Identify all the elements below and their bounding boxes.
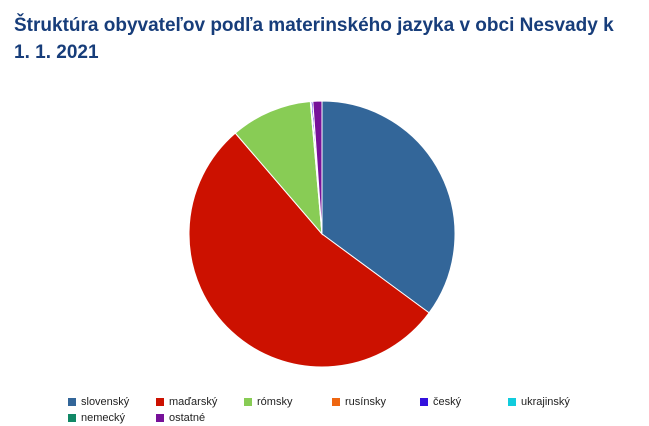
pie-slice: [312, 100, 323, 235]
legend-swatch: [68, 398, 76, 406]
legend-label: rómsky: [257, 396, 293, 408]
chart-title: Štruktúra obyvateľov podľa materinského …: [14, 15, 614, 63]
pie-slice: [188, 132, 430, 368]
legend-label: slovenský: [81, 396, 130, 408]
legend-swatch: [332, 398, 340, 406]
legend-label: nemecký: [81, 412, 126, 424]
legend-swatch: [156, 414, 164, 422]
legend-swatch: [508, 398, 516, 406]
legend-label: rusínsky: [345, 396, 386, 408]
pie-slice: [234, 100, 323, 236]
legend-swatch: [420, 398, 428, 406]
legend-swatch: [244, 398, 252, 406]
legend-label: ukrajinský: [521, 396, 570, 408]
legend-label: český: [433, 396, 462, 408]
legend-swatch: [68, 414, 76, 422]
legend-label: ostatné: [169, 412, 205, 424]
legend-swatch: [156, 398, 164, 406]
pie-slice: [321, 100, 456, 314]
legend-label: maďarský: [169, 396, 218, 408]
